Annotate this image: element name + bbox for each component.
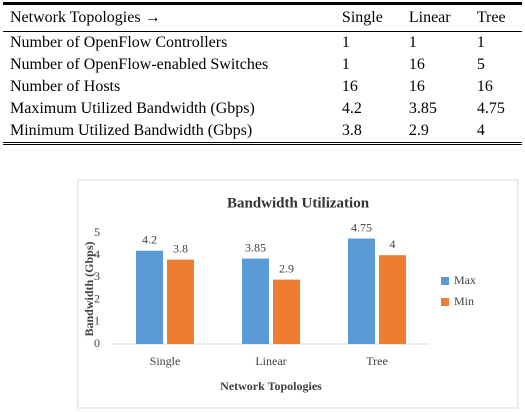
header-cell: Tree xyxy=(476,9,506,26)
header-cell: Network Topologies → xyxy=(10,9,161,26)
y-axis-label: Bandwidth (Gbps) xyxy=(82,241,96,336)
table-cell: 1 xyxy=(408,34,417,51)
value-label: 2.9 xyxy=(279,261,294,275)
table-cell: 2.9 xyxy=(408,122,429,139)
legend-label: Max xyxy=(454,273,476,287)
legend-label: Min xyxy=(454,294,474,308)
table-cell: 1 xyxy=(341,56,350,73)
y-tick-label: 0 xyxy=(94,336,100,350)
value-label: 3.8 xyxy=(173,241,188,255)
x-tick-label: Single xyxy=(150,354,181,368)
legend-swatch xyxy=(441,298,449,306)
bar xyxy=(136,250,163,344)
table-cell: 3.85 xyxy=(408,100,437,117)
table-row: Maximum Utilized Bandwidth (Gbps) 4.2 3.85… xyxy=(3,98,522,120)
table-cell: 4 xyxy=(476,122,485,139)
y-tick-label: 1 xyxy=(94,314,100,328)
table-cell: 16 xyxy=(341,78,358,95)
table-row: Number of Hosts 16 16 16 xyxy=(3,76,522,98)
y-tick-label: 3 xyxy=(94,269,100,283)
x-tick-label: Tree xyxy=(366,354,388,368)
table-cell: 16 xyxy=(476,78,493,95)
header-cell: Single xyxy=(341,9,383,26)
table-cell: 4.2 xyxy=(341,100,362,117)
x-tick-label: Linear xyxy=(255,354,286,368)
table-row: Minimum Utilized Bandwidth (Gbps) 3.8 2.9 4 xyxy=(3,120,522,144)
y-tick-label: 2 xyxy=(94,291,100,305)
x-axis-label: Network Topologies xyxy=(220,379,322,393)
chart-title: Bandwidth Utilization xyxy=(227,195,370,211)
y-tick-label: 4 xyxy=(94,247,100,261)
table-cell: Minimum Utilized Bandwidth (Gbps) xyxy=(10,122,253,139)
bar xyxy=(379,255,406,344)
table-cell: 16 xyxy=(408,56,425,73)
data-table: Network Topologies → Single Linear Tree Num… xyxy=(3,2,522,145)
table-cell: 4.75 xyxy=(476,100,505,117)
y-tick-label: 5 xyxy=(94,225,100,239)
table-cell: 5 xyxy=(476,56,485,73)
legend-swatch xyxy=(441,277,449,285)
table-cell: Number of Hosts xyxy=(10,78,121,95)
table-cell: 1 xyxy=(341,34,350,51)
table-cell: 1 xyxy=(476,34,485,51)
table-row: Number of OpenFlow-enabled Switches 1 16 5 xyxy=(3,54,522,76)
table-cell: 3.8 xyxy=(341,122,362,139)
table-row: Number of OpenFlow Controllers 1 1 1 xyxy=(3,32,522,55)
header-cell: Linear xyxy=(408,9,451,26)
table-cell: Maximum Utilized Bandwidth (Gbps) xyxy=(10,100,255,117)
header-row: Network Topologies → Single Linear Tree xyxy=(3,3,522,32)
table-cell: Number of OpenFlow Controllers xyxy=(10,34,228,51)
table-cell: 16 xyxy=(408,78,425,95)
table-cell: Number of OpenFlow-enabled Switches xyxy=(10,56,269,73)
bar xyxy=(348,238,375,344)
bar xyxy=(167,259,194,344)
value-label: 4 xyxy=(390,237,396,251)
bar xyxy=(273,279,300,344)
value-label: 3.85 xyxy=(245,240,266,254)
value-label: 4.2 xyxy=(142,233,157,247)
value-label: 4.75 xyxy=(351,220,372,234)
bar xyxy=(242,258,269,344)
